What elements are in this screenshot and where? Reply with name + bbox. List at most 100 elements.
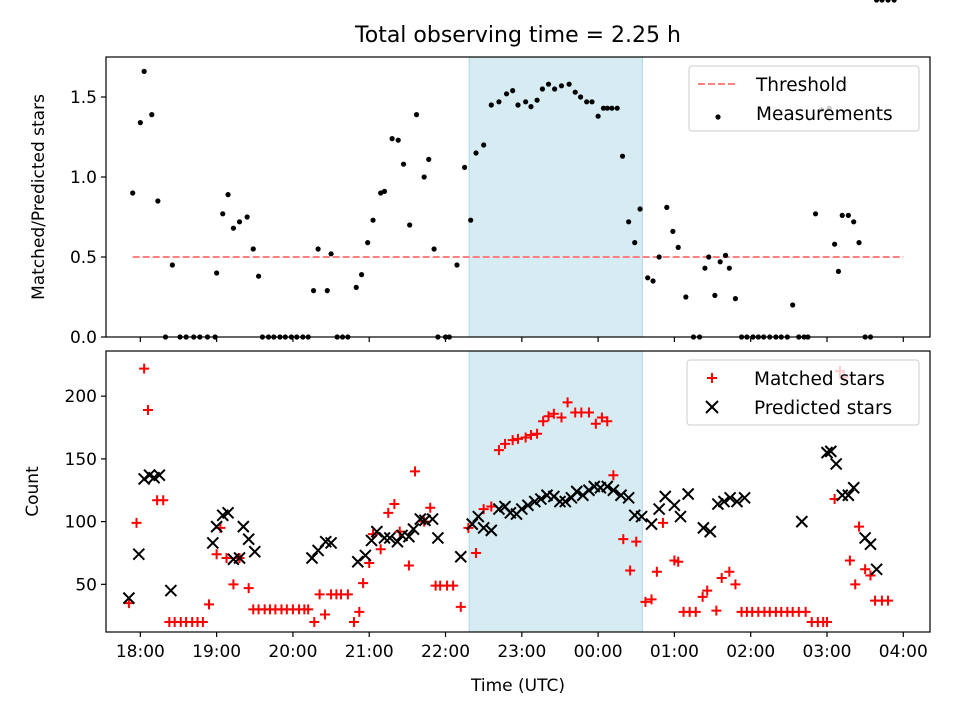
matched-point (507, 435, 518, 446)
predicted-point (553, 495, 567, 508)
measurement-point (650, 278, 656, 284)
matched-point (532, 428, 543, 439)
matched-point (204, 599, 214, 610)
legend: Matched stars Predicted stars (686, 359, 920, 426)
matched-point (309, 616, 320, 627)
matched-point (608, 470, 619, 481)
matched-point (646, 594, 657, 605)
predicted-point (635, 510, 648, 523)
predicted-point (324, 536, 338, 550)
measurement-point (169, 262, 175, 268)
y-tick-label: 1.0 (70, 168, 97, 188)
measurement-point (706, 254, 712, 260)
measurement-point (885, 0, 891, 3)
measurement-point (675, 244, 681, 250)
matched-point (711, 605, 722, 616)
predicted-point (431, 531, 445, 545)
matched-point (730, 579, 741, 590)
measurement-point (619, 153, 626, 159)
predicted-point (645, 517, 658, 531)
y-tick-label: 0.0 (70, 328, 97, 348)
predicted-point (242, 532, 255, 546)
predicted-point (681, 487, 695, 501)
predicted-point (842, 489, 855, 502)
matched-point (520, 432, 531, 443)
matched-point (375, 544, 386, 555)
predicted-point (570, 485, 583, 498)
matched-point (865, 570, 876, 581)
y-tick-label: 50 (75, 575, 97, 595)
measurement-point (426, 156, 432, 162)
measurement-point (358, 272, 365, 278)
measurement-point (214, 270, 220, 276)
matched-point (448, 580, 459, 591)
measurement-point (220, 211, 226, 217)
matched-point (640, 596, 651, 607)
predicted-point (795, 515, 809, 528)
matched-point (590, 418, 601, 429)
matched-point (673, 556, 684, 567)
legend-label: Measurements (756, 104, 893, 125)
measurement-point (421, 174, 427, 180)
predicted-point (206, 536, 220, 550)
predicted-point (305, 551, 319, 565)
predicted-point (378, 531, 391, 545)
legend-label: Predicted stars (754, 398, 892, 419)
matched-point (583, 407, 594, 418)
measurement-point (577, 94, 584, 100)
measurement-point (488, 102, 494, 108)
y-axis-label: Matched/Predicted stars (29, 94, 49, 300)
measurement-point (712, 292, 718, 298)
matched-point (618, 534, 629, 545)
measurement-point (481, 142, 487, 148)
measurement-point (589, 99, 595, 105)
matched-point (303, 604, 314, 615)
measurement-point (726, 265, 732, 271)
matched-point (410, 466, 420, 477)
measurement-point (595, 113, 601, 119)
measurement-point (250, 246, 256, 252)
predicted-point (521, 499, 535, 512)
predicted-point (820, 446, 834, 459)
measurement-point (584, 99, 590, 105)
x-tick-label: 18:00 (116, 642, 165, 662)
axes-frame (105, 56, 931, 338)
measurement-point (851, 219, 857, 225)
matched-point (548, 408, 559, 419)
predicted-point (674, 510, 687, 523)
x-tick-label: 23:00 (497, 642, 546, 662)
legend-box (688, 65, 920, 132)
legend-predicted-swatch (705, 400, 719, 414)
predicted-point (559, 495, 572, 508)
measurement-point (670, 228, 676, 234)
measurement-point (315, 246, 321, 252)
x-tick-label: 02:00 (726, 642, 775, 662)
measurement-point (664, 204, 670, 210)
predicted-point (668, 499, 681, 512)
measurement-point (155, 198, 161, 204)
measurement-point (515, 102, 521, 108)
matched-point (243, 583, 254, 594)
predicted-point (359, 549, 372, 562)
measurement-point (370, 217, 376, 223)
matched-point (314, 589, 325, 600)
matched-point (348, 616, 359, 627)
measurement-point (732, 296, 739, 302)
matched-point (822, 616, 832, 627)
measurement-point (523, 99, 529, 105)
y-tick-label: 0.5 (70, 248, 97, 268)
matched-point (383, 507, 394, 518)
series-matched-stars (124, 364, 894, 627)
matched-point (860, 564, 871, 575)
measurement-point (572, 89, 578, 95)
x-tick-label: 22:00 (421, 642, 470, 662)
predicted-point (472, 510, 485, 523)
matched-point (389, 499, 400, 510)
matched-point (596, 412, 607, 423)
measurement-point (604, 105, 610, 111)
matched-point (538, 416, 549, 427)
predicted-point (601, 480, 614, 493)
bottom-panel: 50 100 150 200 18:00 19:00 20:00 21:00 22:00 23:0… (23, 351, 931, 662)
predicted-point (426, 512, 439, 526)
predicted-point (233, 551, 246, 565)
